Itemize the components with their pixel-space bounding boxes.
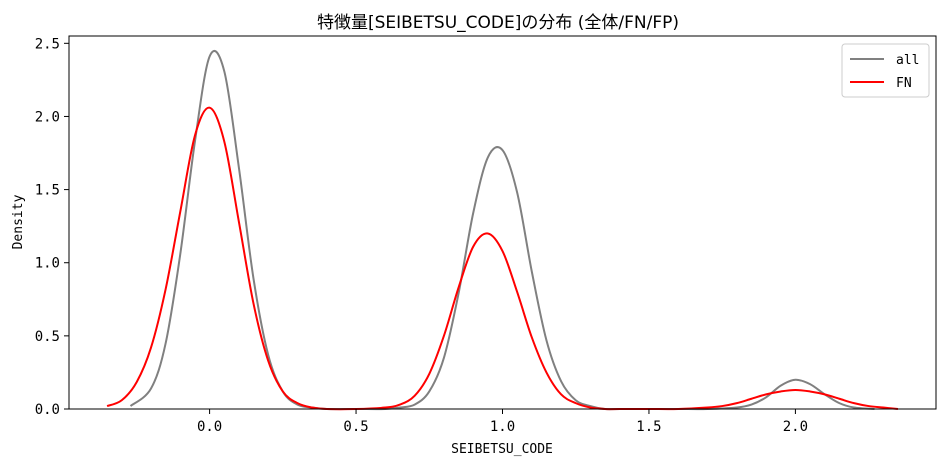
x-tick-label: 0.0 bbox=[197, 419, 222, 435]
legend-box bbox=[841, 43, 930, 98]
series-layer bbox=[106, 50, 899, 411]
y-tick-label: 0.5 bbox=[35, 329, 60, 345]
y-tick-label: 2.0 bbox=[35, 109, 60, 125]
chart-title: 特徴量[SEIBETSU_CODE]の分布 (全体/FN/FP) bbox=[317, 13, 679, 33]
legend: all FN bbox=[841, 43, 930, 98]
x-tick-label: 1.5 bbox=[636, 419, 661, 435]
legend-label-all: all bbox=[896, 53, 919, 68]
y-axis-label: Density bbox=[11, 194, 26, 249]
plot-area bbox=[68, 35, 937, 411]
x-tick-label: 1.0 bbox=[490, 419, 515, 435]
x-tick-label: 2.0 bbox=[783, 419, 808, 435]
series-line-all bbox=[129, 50, 875, 411]
y-tick-label: 1.0 bbox=[35, 256, 60, 272]
series-line-fn bbox=[106, 106, 899, 411]
plot-frame bbox=[68, 35, 937, 410]
y-tick-label: 2.5 bbox=[35, 36, 60, 52]
x-axis-label: SEIBETSU_CODE bbox=[451, 442, 553, 457]
x-axis: 0.0 0.5 1.0 1.5 2.0 bbox=[197, 409, 808, 435]
legend-label-fn: FN bbox=[896, 76, 912, 91]
x-tick-label: 0.5 bbox=[343, 419, 368, 435]
y-axis: 0.0 0.5 1.0 1.5 2.0 2.5 bbox=[35, 36, 69, 418]
y-tick-label: 0.0 bbox=[35, 402, 60, 418]
y-tick-label: 1.5 bbox=[35, 183, 60, 199]
